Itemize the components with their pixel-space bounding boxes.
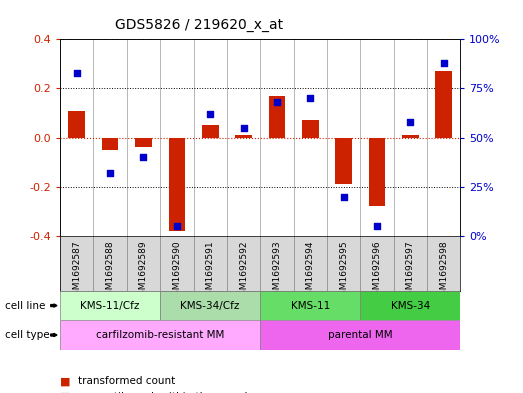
Bar bbox=[369, 138, 385, 206]
Point bbox=[139, 154, 147, 160]
Text: GSM1692590: GSM1692590 bbox=[173, 240, 181, 301]
Point bbox=[173, 223, 181, 229]
Bar bbox=[435, 71, 452, 138]
Text: cell line: cell line bbox=[5, 301, 46, 310]
Text: KMS-11: KMS-11 bbox=[291, 301, 330, 310]
Bar bbox=[260, 320, 460, 350]
Text: ■: ■ bbox=[60, 376, 71, 386]
Bar bbox=[168, 138, 185, 231]
Text: GSM1692591: GSM1692591 bbox=[206, 240, 214, 301]
Text: GSM1692596: GSM1692596 bbox=[372, 240, 381, 301]
Bar bbox=[60, 320, 260, 350]
Bar bbox=[235, 135, 252, 138]
Point bbox=[206, 111, 214, 117]
Point bbox=[306, 95, 314, 101]
Text: GSM1692589: GSM1692589 bbox=[139, 240, 148, 301]
Text: GSM1692588: GSM1692588 bbox=[106, 240, 115, 301]
Bar bbox=[260, 291, 360, 320]
Text: KMS-34/Cfz: KMS-34/Cfz bbox=[180, 301, 240, 310]
Text: GDS5826 / 219620_x_at: GDS5826 / 219620_x_at bbox=[115, 18, 283, 32]
Text: ■: ■ bbox=[60, 392, 71, 393]
Bar bbox=[335, 138, 352, 184]
Text: GSM1692594: GSM1692594 bbox=[306, 240, 315, 301]
Bar bbox=[102, 138, 119, 150]
Text: percentile rank within the sample: percentile rank within the sample bbox=[78, 392, 254, 393]
Text: GSM1692587: GSM1692587 bbox=[72, 240, 81, 301]
Text: cell type: cell type bbox=[5, 330, 50, 340]
Text: parental MM: parental MM bbox=[328, 330, 393, 340]
Point bbox=[240, 125, 248, 131]
Point bbox=[406, 119, 414, 125]
Bar bbox=[69, 110, 85, 138]
Text: GSM1692598: GSM1692598 bbox=[439, 240, 448, 301]
Point bbox=[373, 223, 381, 229]
Bar bbox=[268, 96, 285, 138]
Text: carfilzomib-resistant MM: carfilzomib-resistant MM bbox=[96, 330, 224, 340]
Bar bbox=[360, 291, 460, 320]
Text: KMS-11/Cfz: KMS-11/Cfz bbox=[81, 301, 140, 310]
Bar bbox=[202, 125, 219, 138]
Bar bbox=[302, 120, 319, 138]
Point bbox=[272, 99, 281, 105]
Bar bbox=[402, 135, 418, 138]
Text: transformed count: transformed count bbox=[78, 376, 176, 386]
Text: GSM1692595: GSM1692595 bbox=[339, 240, 348, 301]
Point bbox=[73, 70, 81, 76]
Bar bbox=[160, 291, 260, 320]
Point bbox=[339, 193, 348, 200]
Text: GSM1692597: GSM1692597 bbox=[406, 240, 415, 301]
Bar bbox=[135, 138, 152, 147]
Text: GSM1692593: GSM1692593 bbox=[272, 240, 281, 301]
Point bbox=[439, 60, 448, 66]
Text: KMS-34: KMS-34 bbox=[391, 301, 430, 310]
Text: GSM1692592: GSM1692592 bbox=[239, 240, 248, 301]
Bar bbox=[60, 291, 160, 320]
Point bbox=[106, 170, 115, 176]
